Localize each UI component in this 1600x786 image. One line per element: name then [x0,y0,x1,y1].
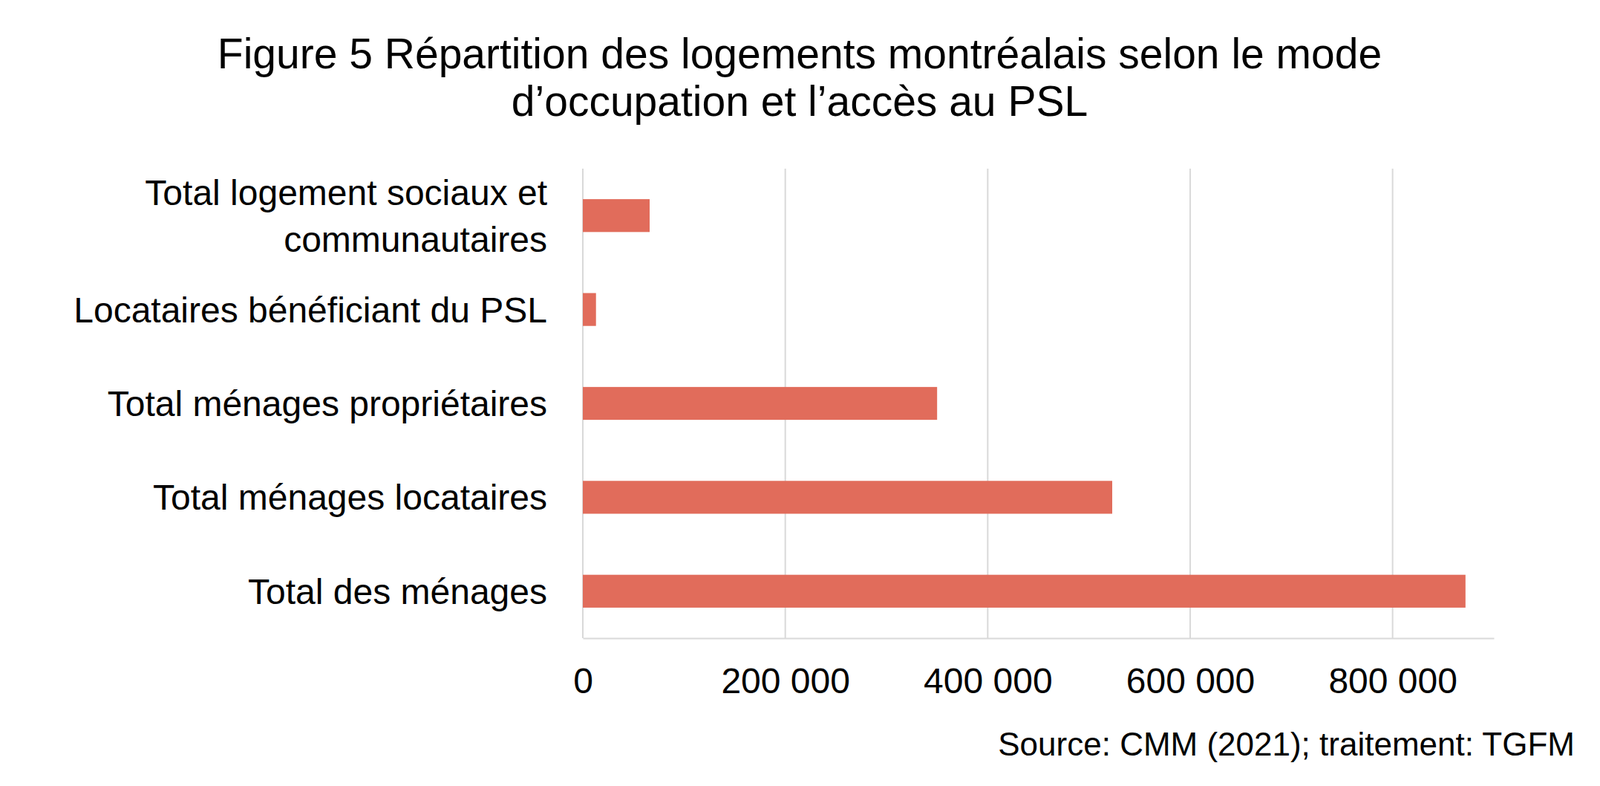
text-line: Total des ménages [247,571,548,612]
tick-label: 0 [573,660,594,701]
grid [582,168,1393,638]
tick: 400 000 [923,637,1053,701]
text-line: Figure 5 Répartition des logements montr… [217,29,1382,78]
bar [582,292,597,326]
title: Figure 5 Répartition des logements montr… [217,29,1382,125]
y-axis: Total logement sociaux et communautaires L… [73,172,548,612]
bars [582,198,1466,608]
text-line: Total ménages locataires [152,477,548,517]
bar [582,386,937,420]
text-line: communautaires [283,219,548,260]
tick-label: 400 000 [923,660,1053,701]
text-line: Total ménages propriétaires [107,383,548,424]
bar [582,480,1113,514]
text-line: Total logement sociaux et [144,172,548,213]
grid-line [1189,168,1191,638]
source: Source: CMM (2021); traitement: TGFM [997,725,1575,762]
tick: 800 000 [1328,637,1458,701]
grid-line [986,168,989,638]
category-label: Total ménages propriétaires [107,383,548,424]
category-label: Total logement sociaux et communautaires [144,172,548,260]
tick-label: 600 000 [1126,660,1256,701]
tick: 600 000 [1126,637,1256,701]
text-line: Locataires bénéficiant du PSL [73,290,548,330]
bar [582,198,650,232]
x-axis-line [583,637,1495,640]
text-line: d’occupation et l’accès au PSL [511,77,1088,125]
x-axis: 0 200 000 400 000 600 000 800 000 [573,637,1494,701]
category-label: Total ménages locataires [152,477,548,517]
chart: Figure 5 Répartition des logements montr… [0,0,1600,786]
tick-label: 800 000 [1328,660,1458,701]
tick-label: 200 000 [720,660,851,701]
category-label: Total des ménages [247,571,548,612]
tick: 200 000 [720,637,851,701]
bar [582,574,1466,608]
tick: 0 [573,637,594,701]
category-label: Locataires bénéficiant du PSL [73,290,548,330]
grid-line [1392,168,1394,638]
